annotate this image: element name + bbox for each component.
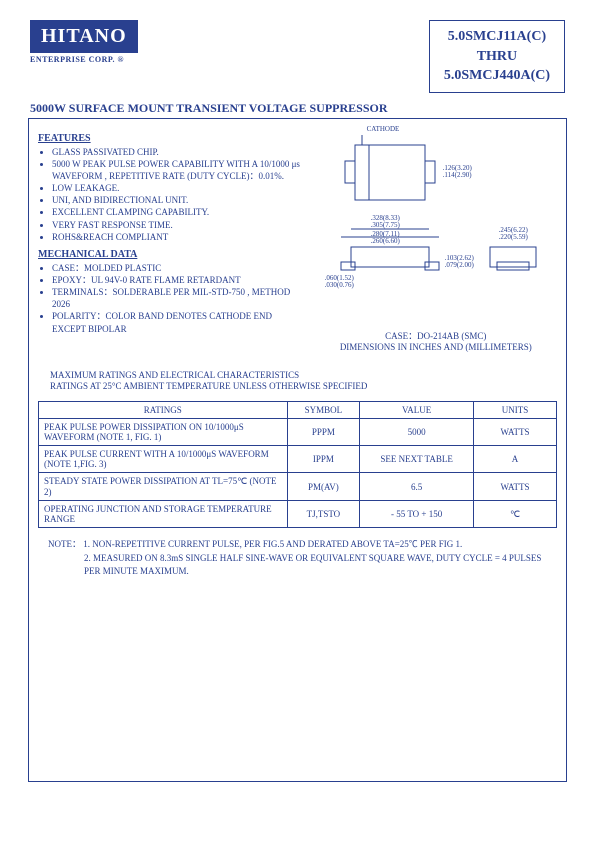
feature-item: GLASS PASSIVATED CHIP. <box>52 146 305 158</box>
feature-item: 5000 W PEAK PULSE POWER CAPABILITY WITH … <box>52 158 305 182</box>
part-number-box: 5.0SMCJ11A(C) THRU 5.0SMCJ440A(C) <box>429 20 565 93</box>
dim-label: .328(8.33).305(7.75) <box>371 215 400 230</box>
mechanical-item: TERMINALS：SOLDERABLE PER MIL-STD-750 , M… <box>52 286 305 310</box>
ratings-table: RATINGS SYMBOL VALUE UNITS PEAK PULSE PO… <box>38 401 557 528</box>
table-row: OPERATING JUNCTION AND STORAGE TEMPERATU… <box>39 501 557 528</box>
col-header: SYMBOL <box>287 402 360 419</box>
part-line-2: THRU <box>444 47 550 67</box>
mechanical-item: EPOXY：UL 94V-0 RATE FLAME RETARDANT <box>52 274 305 286</box>
dim-label: .280(7.11).260(6.60) <box>371 231 400 246</box>
left-column: FEATURES GLASS PASSIVATED CHIP. 5000 W P… <box>38 127 305 352</box>
feature-item: ROHS&REACH COMPLIANT <box>52 231 305 243</box>
feature-item: VERY FAST RESPONSE TIME. <box>52 219 305 231</box>
part-line-1: 5.0SMCJ11A(C) <box>444 27 550 47</box>
table-row: STEADY STATE POWER DISSIPATION AT TL=75℃… <box>39 473 557 501</box>
dim-label: .126(3.20).114(2.90) <box>443 165 472 180</box>
notes: NOTE： 1. NON-REPETITIVE CURRENT PULSE, P… <box>48 538 557 579</box>
table-row: PEAK PULSE CURRENT WITH A 10/1000μS WAVE… <box>39 446 557 473</box>
col-header: RATINGS <box>39 402 288 419</box>
right-column: CATHODE .126(3.20).114(2.90) .328(8.33).… <box>315 127 557 352</box>
ratings-intro: MAXIMUM RATINGS AND ELECTRICAL CHARACTER… <box>50 370 557 393</box>
case-caption: CASE：DO-214AB (SMC) DIMENSIONS IN INCHES… <box>315 329 557 352</box>
dim-label: .245(6.22).220(5.59) <box>499 227 528 242</box>
feature-item: LOW LEAKAGE. <box>52 182 305 194</box>
logo-block: HITANO ENTERPRISE CORP. ® <box>30 20 180 64</box>
logo-subtitle: ENTERPRISE CORP. ® <box>30 55 180 64</box>
mechanical-list: CASE：MOLDED PLASTIC EPOXY：UL 94V-0 RATE … <box>52 262 305 335</box>
note-prefix: NOTE： <box>48 539 81 549</box>
note-1: 1. NON-REPETITIVE CURRENT PULSE, PER FIG… <box>83 539 462 549</box>
cathode-label: CATHODE <box>367 126 400 134</box>
feature-item: EXCELLENT CLAMPING CAPABILITY. <box>52 206 305 218</box>
logo-text: HITANO <box>30 20 138 53</box>
datasheet-page: HITANO ENTERPRISE CORP. ® 5.0SMCJ11A(C) … <box>0 0 595 842</box>
feature-item: UNI, AND BIDIRECTIONAL UNIT. <box>52 194 305 206</box>
features-list: GLASS PASSIVATED CHIP. 5000 W PEAK PULSE… <box>52 146 305 243</box>
col-header: UNITS <box>474 402 557 419</box>
part-line-3: 5.0SMCJ440A(C) <box>444 66 550 86</box>
mechanical-item: POLARITY：COLOR BAND DENOTES CATHODE END … <box>52 310 305 334</box>
note-2: 2. MEASURED ON 8.3mS SINGLE HALF SINE-WA… <box>84 552 557 579</box>
col-header: VALUE <box>360 402 474 419</box>
dim-label: .060(1.52).030(0.76) <box>325 275 354 290</box>
header: HITANO ENTERPRISE CORP. ® 5.0SMCJ11A(C) … <box>30 20 565 93</box>
package-diagram: CATHODE .126(3.20).114(2.90) .328(8.33).… <box>315 127 557 327</box>
top-columns: FEATURES GLASS PASSIVATED CHIP. 5000 W P… <box>38 127 557 352</box>
mechanical-heading: MECHANICAL DATA <box>38 249 305 260</box>
page-title: 5000W SURFACE MOUNT TRANSIENT VOLTAGE SU… <box>30 101 565 119</box>
mechanical-item: CASE：MOLDED PLASTIC <box>52 262 305 274</box>
table-row: PEAK PULSE POWER DISSIPATION ON 10/1000μ… <box>39 419 557 446</box>
content: FEATURES GLASS PASSIVATED CHIP. 5000 W P… <box>30 123 565 583</box>
dim-label: .103(2.62).079(2.00) <box>445 255 474 270</box>
table-header-row: RATINGS SYMBOL VALUE UNITS <box>39 402 557 419</box>
features-heading: FEATURES <box>38 133 305 144</box>
